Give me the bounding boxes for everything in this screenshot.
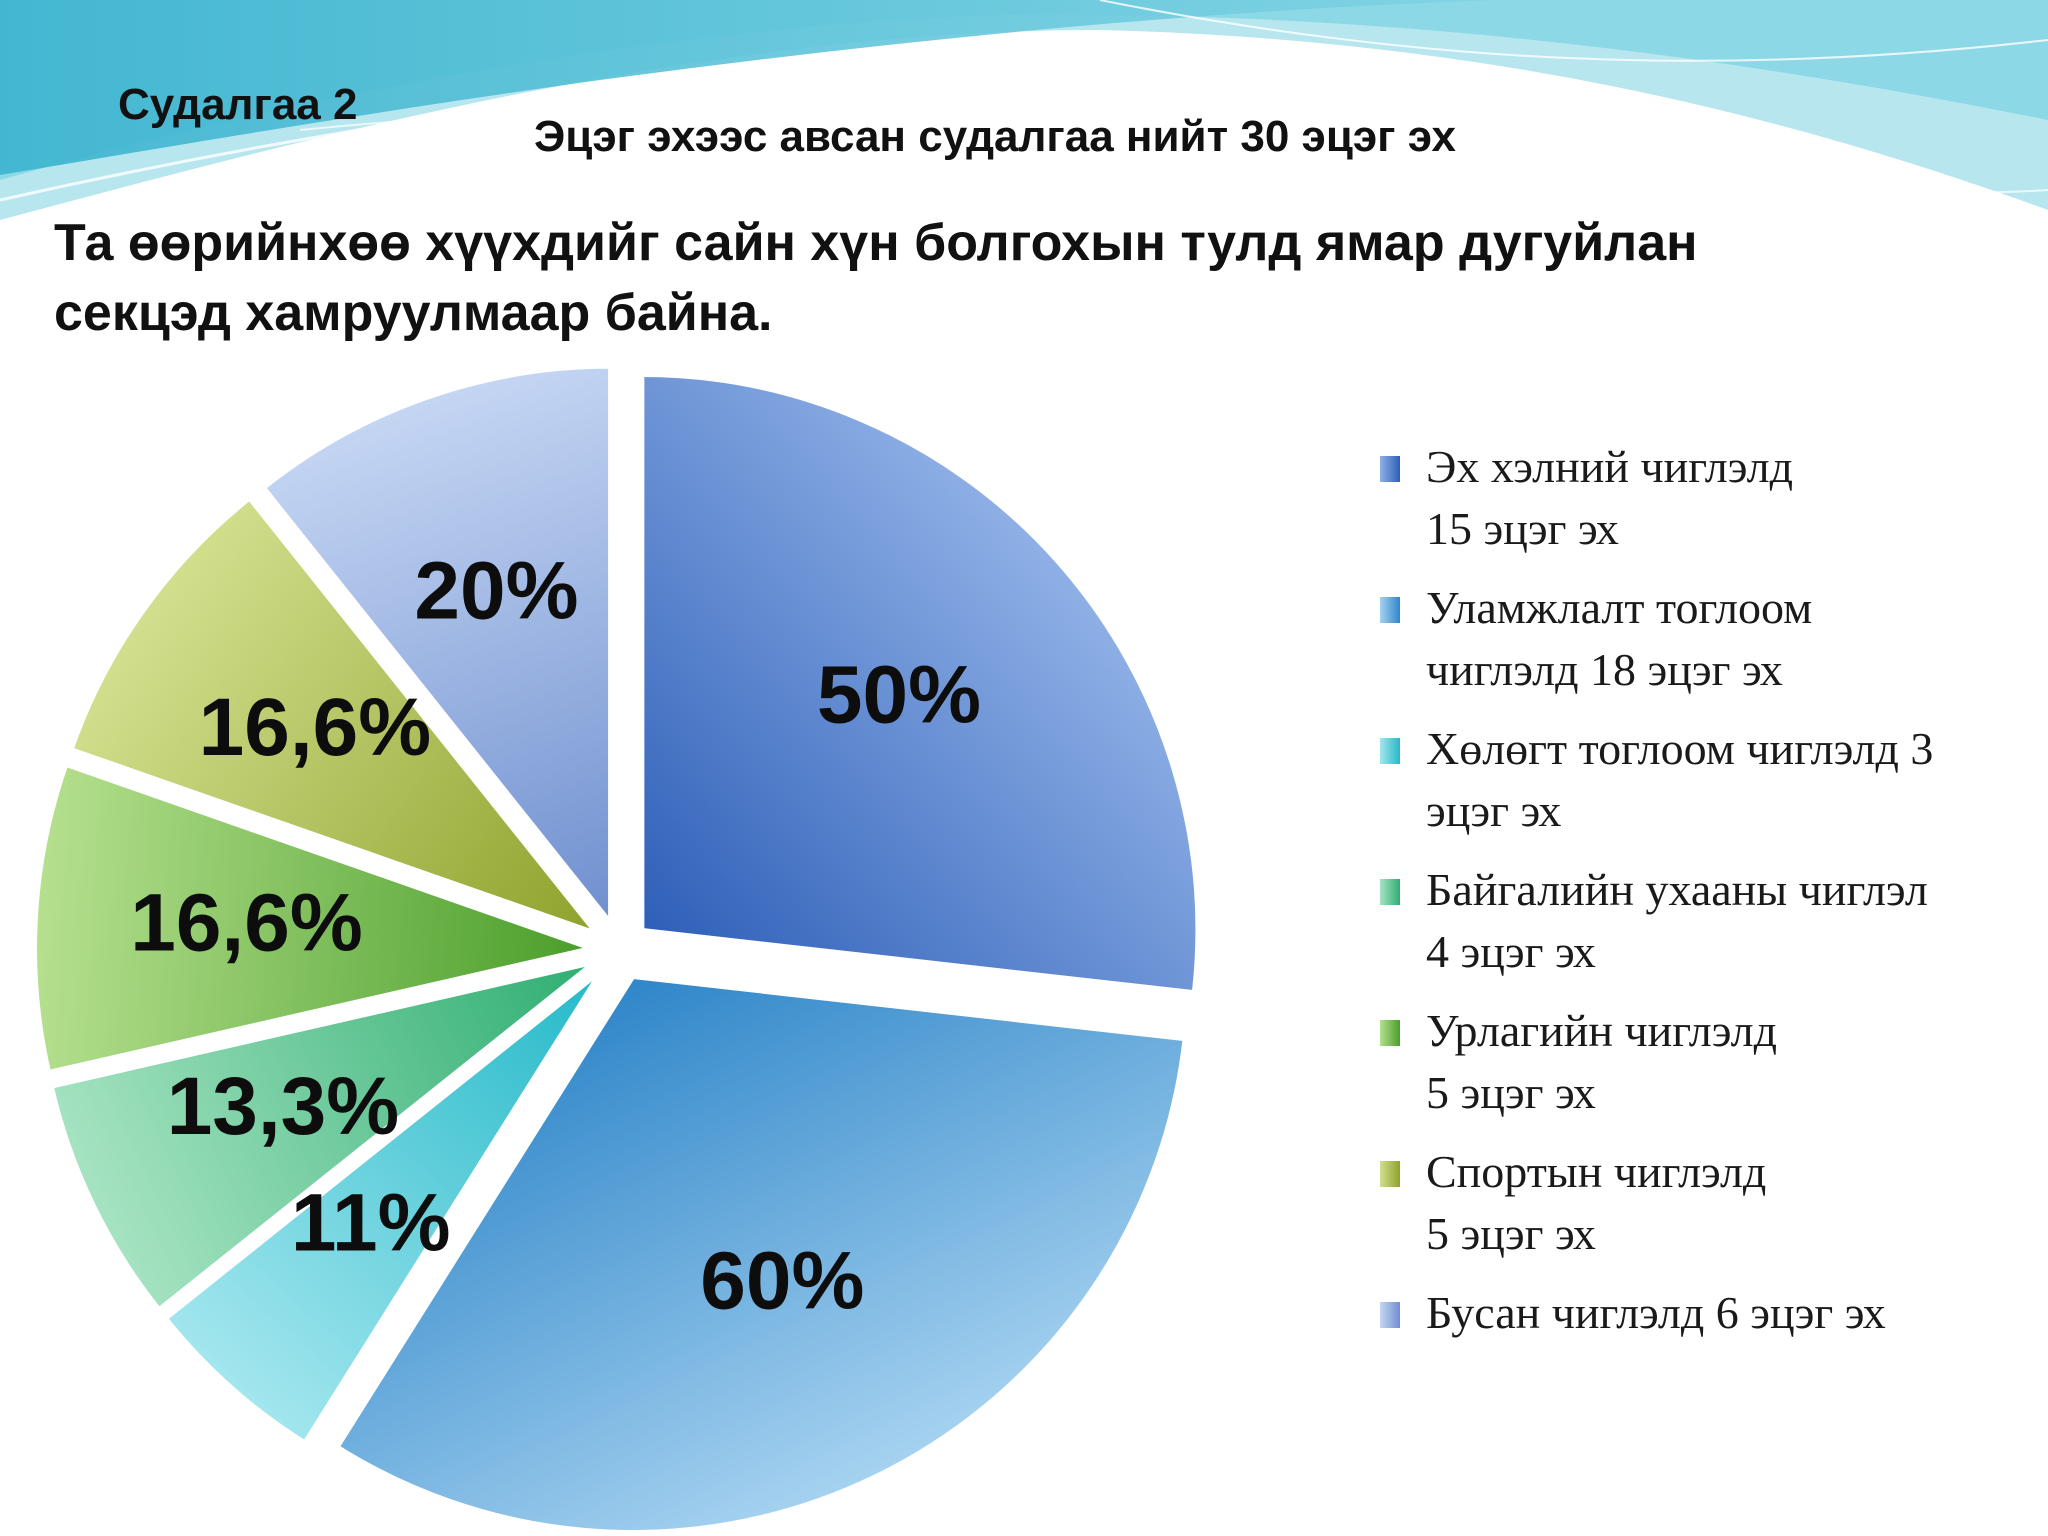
legend-item: Бусан чиглэлд 6 эцэг эх xyxy=(1380,1282,2040,1423)
slice-label: 16,6% xyxy=(130,878,363,969)
wave-front xyxy=(0,0,1500,175)
legend-swatch xyxy=(1380,1302,1400,1328)
pie-slice xyxy=(640,373,1200,995)
legend-item: Эх хэлний чиглэлд 15 эцэг эх xyxy=(1380,436,2040,577)
pie-slice xyxy=(163,970,602,1446)
pie-slice xyxy=(33,762,598,1075)
wave-line xyxy=(299,107,2048,194)
chart-legend: Эх хэлний чиглэлд 15 эцэг эх Уламжлалт то… xyxy=(1380,436,2040,1423)
legend-swatch xyxy=(1380,879,1400,905)
legend-label: Спортын чиглэлд 5 эцэг эх xyxy=(1426,1146,1767,1259)
legend-swatch xyxy=(1380,738,1400,764)
legend-item: Уламжлалт тоглоом чиглэлд 18 эцэг эх xyxy=(1380,577,2040,718)
slice-label: 11% xyxy=(291,1178,451,1269)
wave-line xyxy=(0,53,2048,232)
legend-label: Бусан чиглэлд 6 эцэг эх xyxy=(1426,1287,1886,1338)
survey-subtitle: Эцэг эхээс авсан судалгаа нийт 30 эцэг э… xyxy=(534,112,1456,161)
legend-swatch xyxy=(1380,1020,1400,1046)
slice-label: 13,3% xyxy=(167,1061,400,1152)
legend-swatch xyxy=(1380,456,1400,482)
legend-swatch xyxy=(1380,597,1400,623)
legend-item: Спортын чиглэлд 5 эцэг эх xyxy=(1380,1141,2040,1282)
slice-label: 50% xyxy=(817,649,981,740)
legend-label: Эх хэлний чиглэлд 15 эцэг эх xyxy=(1426,441,1793,554)
legend-label: Уламжлалт тоглоом чиглэлд 18 эцэг эх xyxy=(1426,582,1813,695)
pie-slice xyxy=(334,974,1187,1535)
legend-label: Урлагийн чиглэлд 5 эцэг эх xyxy=(1426,1005,1778,1118)
legend-label: Хөлөгт тоглоом чиглэлд 3 эцэг эх xyxy=(1426,723,1934,836)
pie-slice xyxy=(49,961,595,1312)
legend-item: Хөлөгт тоглоом чиглэлд 3 эцэг эх xyxy=(1380,718,2040,859)
slice-label: 60% xyxy=(700,1236,864,1327)
question-text: Та өөрийнхөө хүүхдийг сайн хүн болгохын … xyxy=(54,214,1698,342)
legend-swatch xyxy=(1380,1161,1400,1187)
wave-line xyxy=(1099,0,2048,62)
legend-label: Байгалийн ухааны чиглэл 4 эцэг эх xyxy=(1426,864,1928,977)
pie-chart: 50% 60% 11% 13,3% 16,6% 16,6% 20% xyxy=(33,364,1200,1535)
decorative-waves xyxy=(0,0,2048,232)
legend-item: Байгалийн ухааны чиглэл 4 эцэг эх xyxy=(1380,859,2040,1000)
pie-slice xyxy=(69,495,602,937)
legend-item: Урлагийн чиглэлд 5 эцэг эх xyxy=(1380,1000,2040,1141)
survey-label: Судалгаа 2 xyxy=(118,80,358,129)
pie-slice xyxy=(261,364,613,928)
slice-label: 16,6% xyxy=(199,682,432,773)
slice-label: 20% xyxy=(414,546,578,637)
